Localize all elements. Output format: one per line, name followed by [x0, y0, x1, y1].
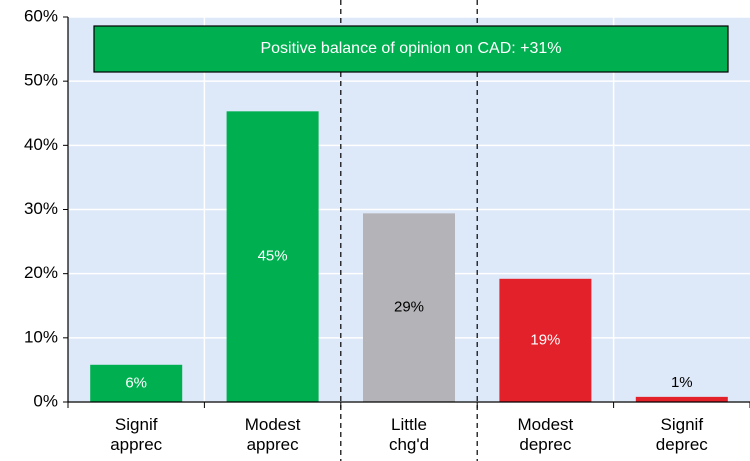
data-label: 19% — [530, 331, 560, 348]
data-label: 6% — [125, 374, 147, 391]
y-tick-label: 30% — [24, 199, 58, 218]
x-tick-label: Modest apprec — [244, 415, 301, 454]
annotation: Positive balance of opinion on CAD: +31% — [260, 40, 561, 57]
x-tick-label: Modest deprec — [517, 415, 574, 454]
y-tick-label: 20% — [24, 263, 58, 282]
x-tick-label: Signif apprec — [110, 415, 163, 454]
x-tick-label: Little chg'd — [388, 415, 430, 454]
data-label: 1% — [671, 374, 693, 391]
y-tick-label: 60% — [24, 6, 58, 25]
bar — [226, 111, 319, 402]
bar — [499, 278, 592, 402]
annotation-box — [93, 25, 729, 73]
x-tick-label: Signif deprec — [655, 415, 708, 454]
data-label: 45% — [258, 248, 288, 265]
y-tick-label: 0% — [33, 391, 58, 410]
y-tick-label: 40% — [24, 135, 58, 154]
bar — [363, 213, 455, 402]
bar — [635, 396, 728, 402]
data-label: 29% — [394, 299, 424, 316]
bar — [90, 364, 183, 402]
y-tick-label: 50% — [24, 71, 58, 90]
y-tick-label: 10% — [24, 327, 58, 346]
